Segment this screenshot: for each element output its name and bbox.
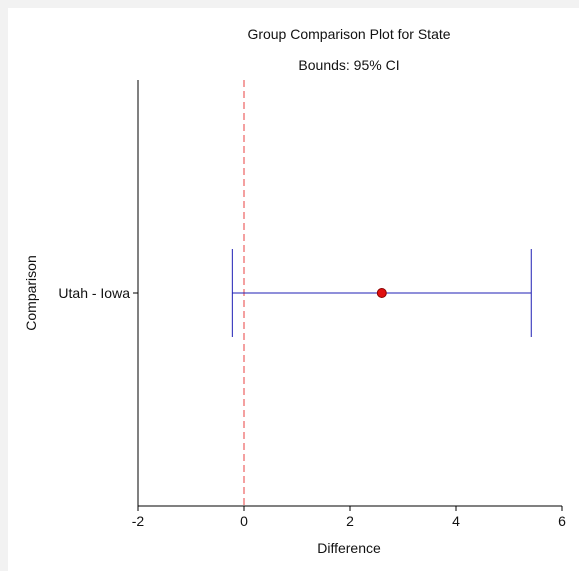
x-tick-label: 6	[558, 513, 566, 529]
chart-subtitle: Bounds: 95% CI	[298, 57, 399, 73]
x-tick-label: 0	[240, 513, 248, 529]
x-axis-label: Difference	[317, 540, 381, 556]
comparison-chart: Group Comparison Plot for State Bounds: …	[8, 8, 579, 571]
estimate-point	[377, 289, 386, 298]
x-tick-label: -2	[132, 513, 145, 529]
x-tick-label: 4	[452, 513, 460, 529]
plot-panel: Group Comparison Plot for State Bounds: …	[8, 8, 579, 571]
chart-title: Group Comparison Plot for State	[247, 26, 450, 42]
x-tick-label: 2	[346, 513, 354, 529]
y-axis-label: Comparison	[23, 255, 39, 330]
y-tick-label: Utah - Iowa	[58, 285, 130, 301]
chart-marks: -2 0 2 4 6 Utah - Iowa	[58, 80, 566, 529]
